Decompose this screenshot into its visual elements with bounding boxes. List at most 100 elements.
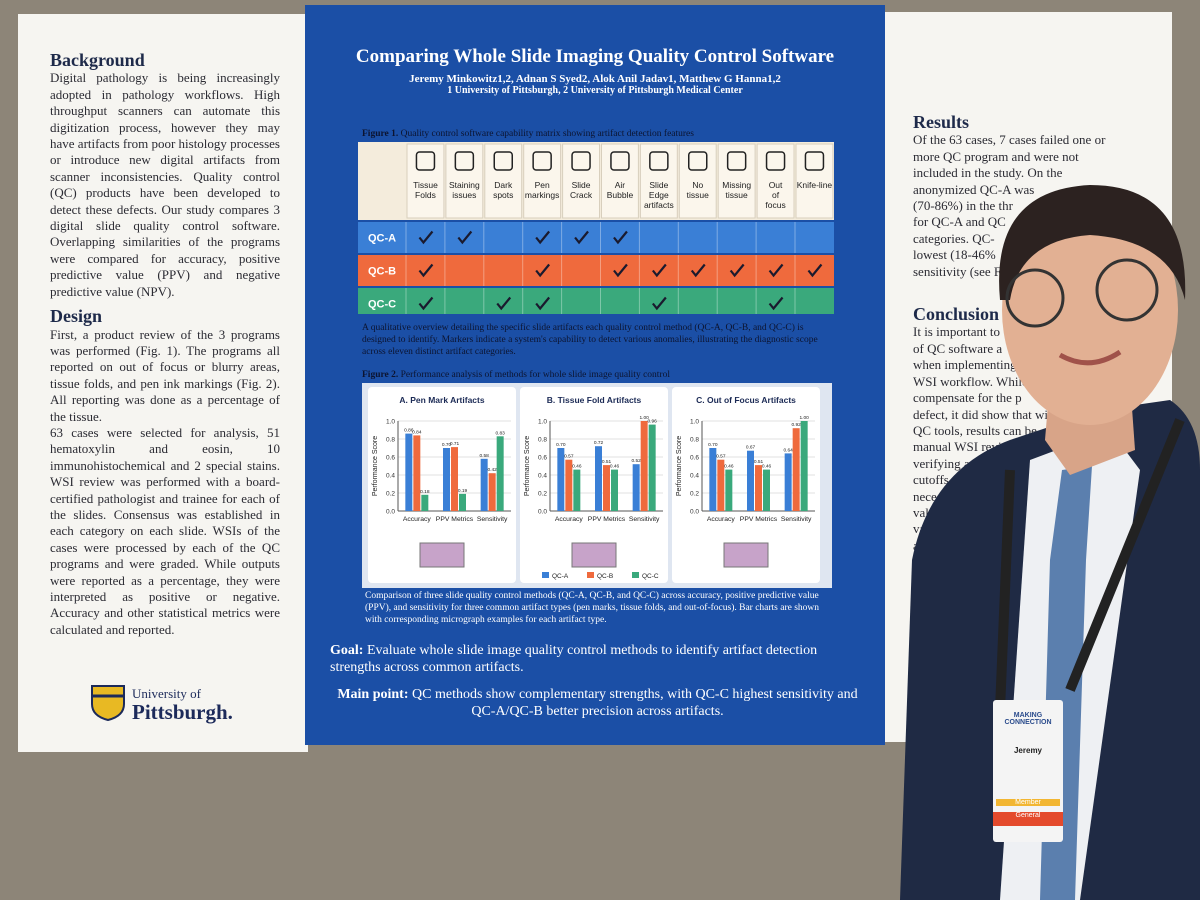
figure-caption: A qualitative overview detailing the spe… bbox=[362, 323, 818, 357]
matrix-row bbox=[358, 255, 834, 286]
column-icon bbox=[804, 151, 825, 171]
performance-charts: A. Pen Mark Artifacts Performance Score 0.… bbox=[368, 387, 820, 583]
paragraph: Digital pathology is being increasingly … bbox=[50, 70, 280, 299]
text-line: sensitivity (see F bbox=[913, 263, 1002, 279]
checkmark bbox=[690, 263, 706, 278]
x-tick-label: PPV Metrics bbox=[740, 516, 778, 523]
legend-swatch bbox=[587, 572, 594, 578]
micrograph bbox=[571, 542, 617, 568]
bar bbox=[747, 450, 754, 511]
value-label: 0.51 bbox=[602, 459, 612, 465]
heading: Conclusion bbox=[913, 304, 1000, 325]
text-line: categories. QC- bbox=[913, 230, 995, 246]
row-label: QC-B bbox=[368, 266, 396, 278]
value-label: 0.84 bbox=[412, 429, 422, 435]
checkmark bbox=[729, 263, 745, 278]
bar bbox=[451, 447, 458, 511]
x-tick-label: Accuracy bbox=[707, 516, 736, 523]
value-label: 0.92 bbox=[791, 422, 801, 428]
column-icon bbox=[571, 151, 591, 171]
checkmark bbox=[613, 263, 628, 278]
legend-label: QC-B bbox=[597, 573, 613, 580]
column-cell bbox=[717, 143, 756, 219]
bar bbox=[611, 469, 618, 511]
logo-text: University of Pittsburgh. bbox=[132, 686, 233, 723]
text-line: lowest (18-46% bbox=[913, 247, 996, 263]
matrix-row bbox=[358, 288, 834, 314]
bar bbox=[725, 469, 733, 511]
figure-title: Figure 1. Quality control software capab… bbox=[362, 128, 832, 140]
bar bbox=[443, 448, 450, 511]
goal-text: Evaluate whole slide image quality contr… bbox=[330, 643, 818, 675]
y-tick-label: 0.0 bbox=[690, 509, 699, 516]
micrograph bbox=[419, 542, 465, 568]
checkmark bbox=[535, 263, 551, 278]
column-label: Slide Edge artifacts bbox=[644, 180, 674, 210]
left-column: Background Digital pathology is being in… bbox=[50, 51, 280, 638]
value-label: 0.71 bbox=[450, 441, 460, 447]
figure-caption: Comparison of three slide quality contro… bbox=[365, 591, 820, 625]
checkmark bbox=[418, 263, 434, 278]
y-tick-label: 0.0 bbox=[538, 509, 547, 516]
column-icon bbox=[532, 151, 552, 171]
bar bbox=[413, 435, 421, 511]
y-tick-label: 0.2 bbox=[386, 491, 395, 498]
bar bbox=[405, 433, 413, 511]
bar bbox=[595, 446, 602, 511]
capability-matrix: Tissue Folds Staining issues Dark spots Pen mar… bbox=[358, 142, 834, 314]
x-tick-label: Accuracy bbox=[555, 516, 584, 523]
y-tick-label: 0.2 bbox=[538, 491, 547, 498]
authors: Jeremy Minkowitz1,2, Adnan S Syed2, Alok… bbox=[409, 73, 781, 85]
y-tick-label: 0.0 bbox=[386, 509, 395, 516]
column-cell bbox=[795, 143, 834, 219]
bar bbox=[459, 493, 466, 511]
legend-label: QC-C bbox=[642, 573, 659, 580]
y-tick-label: 0.6 bbox=[386, 455, 395, 462]
checkmark bbox=[651, 296, 667, 311]
figure-text: Performance analysis of methods for whol… bbox=[400, 370, 670, 380]
micrograph bbox=[723, 542, 769, 568]
main-point-label: Main point: bbox=[337, 687, 409, 702]
bar bbox=[480, 458, 488, 511]
badge-tag: General bbox=[1015, 812, 1041, 819]
column-icon bbox=[454, 151, 475, 171]
column-label: Missing tissue bbox=[722, 180, 751, 200]
logo-shield bbox=[91, 685, 125, 722]
badge-event: MAKING CONNECTION bbox=[1004, 712, 1052, 726]
text-line: defect, it did show that wi bbox=[913, 406, 1049, 422]
checkmark bbox=[574, 230, 589, 245]
text-line: when implementing t bbox=[913, 357, 1024, 373]
column-cell bbox=[406, 143, 445, 219]
y-tick-label: 0.2 bbox=[690, 491, 699, 498]
column-cell bbox=[484, 143, 523, 219]
badge: MAKING CONNECTION Jeremy Member General bbox=[996, 712, 1060, 819]
column-cell bbox=[678, 143, 717, 219]
checkmark bbox=[768, 296, 784, 311]
y-tick-label: 1.0 bbox=[386, 419, 395, 426]
text-line: compensate for the p bbox=[913, 390, 1022, 406]
value-label: 0.46 bbox=[762, 464, 772, 470]
bar bbox=[603, 465, 610, 511]
y-tick-label: 0.6 bbox=[690, 455, 699, 462]
checkmark bbox=[457, 230, 473, 245]
bar bbox=[784, 453, 792, 511]
bar bbox=[573, 469, 581, 511]
text-line: WSI workflow. While t bbox=[913, 373, 1035, 389]
chart-title: A. Pen Mark Artifacts bbox=[399, 395, 484, 405]
heading: Design bbox=[50, 306, 103, 327]
text-line: It is important to bbox=[913, 324, 1001, 340]
chart-title: C. Out of Focus Artifacts bbox=[696, 395, 796, 405]
column-label: Slide Crack bbox=[570, 180, 593, 200]
text-line: Of the 63 cases, 7 cases failed one or bbox=[913, 132, 1106, 148]
chart-panel bbox=[672, 387, 820, 583]
center-panel bbox=[305, 5, 885, 745]
goal: Goal: Evaluate whole slide image quality… bbox=[330, 642, 865, 676]
x-tick-label: Accuracy bbox=[403, 516, 432, 523]
text-line: QC tools, results can be bbox=[913, 422, 1037, 438]
column-cell bbox=[445, 143, 484, 219]
value-label: 1.00 bbox=[639, 415, 649, 421]
value-label: 0.46 bbox=[610, 464, 620, 470]
y-tick-label: 0.4 bbox=[538, 473, 547, 480]
text-line: for QC-A and QC bbox=[913, 214, 1006, 230]
